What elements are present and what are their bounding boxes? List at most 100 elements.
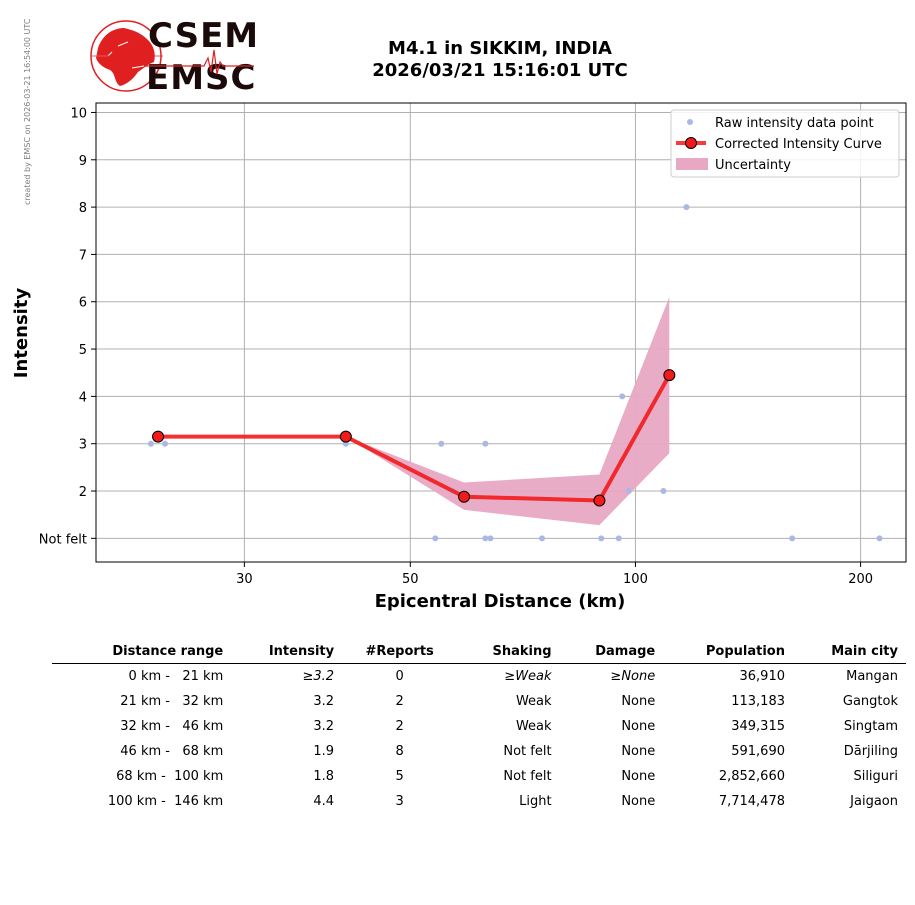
table-body: 0 km - 21 km ≥3.2 0 ≥Weak ≥None 36,910 Mangan 2… (52, 664, 906, 815)
damage-value: None (621, 794, 656, 809)
main-city: Siliguri (853, 769, 898, 784)
reports-count: 3 (395, 794, 404, 809)
main-city: Gangtok (842, 694, 898, 709)
shaking-value: Not felt (503, 769, 552, 784)
seismogram-icon (144, 49, 254, 75)
shaking-value: Weak (515, 694, 552, 709)
damage-value: None (621, 719, 656, 734)
prefix: ≥ (302, 669, 314, 684)
axis-ticks: 30 50 100 200 Not felt 2 3 4 5 6 7 8 9 10 (39, 106, 873, 587)
header-damage: Damage (559, 640, 664, 664)
damage-value: None (621, 669, 656, 684)
raw-data-point (162, 440, 169, 447)
reports-count: 5 (395, 769, 404, 784)
plot-frame (95, 102, 907, 563)
reports-count: 2 (395, 719, 404, 734)
curve-point (152, 430, 165, 443)
header-shaking: Shaking (457, 640, 560, 664)
table-row: 68 km - 100 km 1.8 5 Not felt None 2,852,660 S… (52, 764, 906, 789)
main-city: Jaigaon (850, 794, 898, 809)
intensity-value: 1.8 (313, 769, 335, 784)
x-tick-label: 100 (623, 572, 648, 587)
intensity-value: 1.9 (313, 744, 335, 759)
y-tick-label: 9 (79, 154, 87, 169)
curve-point (663, 369, 676, 382)
y-tick-label: 5 (79, 343, 87, 358)
y-axis-label: Intensity (11, 288, 32, 379)
curve-point (339, 430, 352, 443)
y-tick-label: 2 (79, 485, 87, 500)
raw-data-point (482, 440, 489, 447)
x-axis-label: Epicentral Distance (km) (375, 591, 626, 612)
legend-box (670, 109, 900, 178)
population-value: 36,910 (739, 669, 786, 684)
raw-data-point (482, 535, 489, 542)
chart-title: M4.1 in SIKKIM, INDIA (388, 38, 612, 59)
raw-data-point (539, 535, 546, 542)
prefix: ≥ (504, 669, 516, 684)
distance-range: 68 km - 100 km (116, 769, 224, 784)
shaking-value: Weak (515, 669, 552, 684)
population-value: 7,714,478 (718, 794, 785, 809)
legend-raw-label: Raw intensity data point (715, 116, 874, 131)
shaking-value: Light (519, 794, 552, 809)
uncertainty-area (345, 297, 670, 526)
legend-curve-marker (685, 137, 697, 149)
curve-point (458, 490, 471, 503)
raw-data-point (432, 535, 439, 542)
y-tick-label: 7 (79, 248, 87, 263)
y-tick-label: 10 (70, 106, 87, 121)
header-distance: Distance range (52, 640, 232, 664)
logo-emsc-text: EMSC (146, 58, 257, 98)
legend-uncertainty-swatch (676, 158, 708, 170)
raw-data-point (619, 393, 626, 400)
reports-count: 0 (395, 669, 404, 684)
intensity-value: 4.4 (313, 794, 335, 809)
distance-range: 32 km - 46 km (120, 719, 224, 734)
y-tick-label: Not felt (39, 532, 87, 547)
x-tick-label: 200 (848, 572, 873, 587)
damage-value: None (621, 694, 656, 709)
header-city: Main city (793, 640, 906, 664)
intensity-chart: 30 50 100 200 Not felt 2 3 4 5 6 7 8 9 10 Epicentral … (11, 102, 907, 612)
header-population: Population (663, 640, 793, 664)
raw-data-point (615, 535, 622, 542)
logo-csem-text: CSEM (148, 16, 260, 56)
reports-count: 2 (395, 694, 404, 709)
prefix: ≥ (610, 669, 622, 684)
csem-emsc-logo: CSEM EMSC (88, 16, 260, 98)
table-header-row: Distance range Intensity #Reports Shakin… (52, 640, 906, 664)
table-row: 0 km - 21 km ≥3.2 0 ≥Weak ≥None 36,910 Mangan (52, 664, 906, 690)
damage-value: None (621, 744, 656, 759)
intensity-value: 3.2 (313, 719, 335, 734)
legend-curve-label: Corrected Intensity Curve (715, 137, 882, 152)
raw-data-point (598, 535, 605, 542)
header-reports: #Reports (342, 640, 458, 664)
header-intensity: Intensity (231, 640, 343, 664)
raw-data-point (147, 440, 154, 447)
x-tick-label: 50 (402, 572, 419, 587)
uncertainty-band (345, 297, 670, 526)
x-tick-label: 30 (236, 572, 253, 587)
table-row: 21 km - 32 km 3.2 2 Weak None 113,183 Gangtok (52, 689, 906, 714)
table-row: 46 km - 68 km 1.9 8 Not felt None 591,690 Dārj… (52, 739, 906, 764)
main-city: Singtam (843, 719, 898, 734)
raw-data-point (876, 535, 883, 542)
y-tick-label: 6 (79, 296, 87, 311)
shaking-value: Not felt (503, 744, 552, 759)
reports-count: 8 (395, 744, 404, 759)
chart-subtitle: 2026/03/21 15:16:01 UTC (372, 60, 628, 81)
raw-data-point (683, 204, 690, 211)
distance-range: 100 km - 146 km (107, 794, 224, 809)
population-value: 113,183 (731, 694, 785, 709)
legend-raw-marker (687, 119, 693, 125)
summary-table: Distance range Intensity #Reports Shakin… (52, 640, 906, 814)
main-city: Dārjiling (843, 744, 898, 759)
y-tick-label: 8 (79, 201, 87, 216)
distance-range: 46 km - 68 km (120, 744, 224, 759)
raw-data-point (438, 440, 445, 447)
distance-range: 21 km - 32 km (120, 694, 224, 709)
population-value: 2,852,660 (718, 769, 785, 784)
y-tick-label: 3 (79, 438, 87, 453)
globe-icon (90, 20, 163, 92)
